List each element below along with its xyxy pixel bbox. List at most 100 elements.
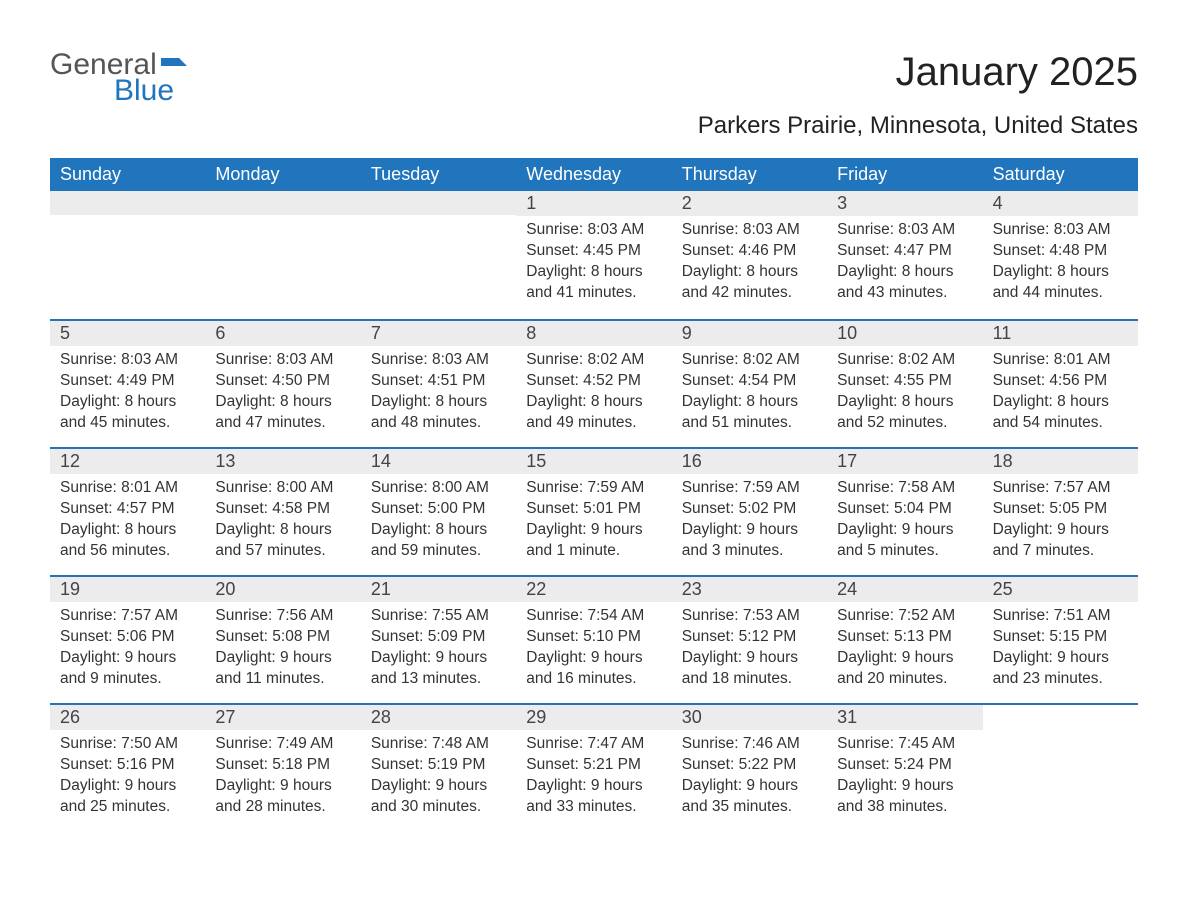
day-number: 7 [361,321,516,346]
dow-tuesday: Tuesday [361,158,516,191]
calendar-day [50,191,205,319]
day-details: Sunrise: 7:50 AMSunset: 5:16 PMDaylight:… [50,730,205,828]
day-number: 27 [205,705,360,730]
day-number [50,191,205,215]
daylight-text: Daylight: 8 hours and 51 minutes. [682,392,817,434]
day-number: 3 [827,191,982,216]
calendar-day: 9Sunrise: 8:02 AMSunset: 4:54 PMDaylight… [672,321,827,447]
day-number: 10 [827,321,982,346]
day-details: Sunrise: 7:46 AMSunset: 5:22 PMDaylight:… [672,730,827,828]
daylight-text: Daylight: 8 hours and 56 minutes. [60,520,195,562]
calendar-day: 24Sunrise: 7:52 AMSunset: 5:13 PMDayligh… [827,577,982,703]
day-details: Sunrise: 7:45 AMSunset: 5:24 PMDaylight:… [827,730,982,828]
sunset-text: Sunset: 4:49 PM [60,371,195,392]
sunrise-text: Sunrise: 7:54 AM [526,606,661,627]
day-number: 25 [983,577,1138,602]
day-number: 16 [672,449,827,474]
calendar-day: 1Sunrise: 8:03 AMSunset: 4:45 PMDaylight… [516,191,671,319]
sunset-text: Sunset: 5:21 PM [526,755,661,776]
sunset-text: Sunset: 4:46 PM [682,241,817,262]
sunset-text: Sunset: 5:00 PM [371,499,506,520]
daylight-text: Daylight: 9 hours and 9 minutes. [60,648,195,690]
sunset-text: Sunset: 5:16 PM [60,755,195,776]
day-details: Sunrise: 8:03 AMSunset: 4:45 PMDaylight:… [516,216,671,314]
calendar: Sunday Monday Tuesday Wednesday Thursday… [50,158,1138,831]
sunset-text: Sunset: 4:57 PM [60,499,195,520]
daylight-text: Daylight: 9 hours and 5 minutes. [837,520,972,562]
day-number: 24 [827,577,982,602]
daylight-text: Daylight: 9 hours and 18 minutes. [682,648,817,690]
daylight-text: Daylight: 8 hours and 57 minutes. [215,520,350,562]
sunrise-text: Sunrise: 8:03 AM [526,220,661,241]
sunrise-text: Sunrise: 7:58 AM [837,478,972,499]
day-details: Sunrise: 8:00 AMSunset: 4:58 PMDaylight:… [205,474,360,572]
sunrise-text: Sunrise: 8:00 AM [215,478,350,499]
day-number: 12 [50,449,205,474]
sunset-text: Sunset: 5:06 PM [60,627,195,648]
sunset-text: Sunset: 4:52 PM [526,371,661,392]
sunrise-text: Sunrise: 7:57 AM [993,478,1128,499]
calendar-day: 12 Sunrise: 8:01 AMSunset: 4:57 PMDayligh… [50,449,205,575]
sunset-text: Sunset: 5:13 PM [837,627,972,648]
sunrise-text: Sunrise: 7:49 AM [215,734,350,755]
calendar-day: 28Sunrise: 7:48 AMSunset: 5:19 PMDayligh… [361,705,516,831]
sunrise-text: Sunrise: 7:53 AM [682,606,817,627]
calendar-day: 5Sunrise: 8:03 AMSunset: 4:49 PMDaylight… [50,321,205,447]
day-number: 5 [50,321,205,346]
daylight-text: Daylight: 9 hours and 23 minutes. [993,648,1128,690]
day-number: 21 [361,577,516,602]
day-details: Sunrise: 7:57 AMSunset: 5:05 PMDaylight:… [983,474,1138,572]
sunrise-text: Sunrise: 8:01 AM [993,350,1128,371]
sunset-text: Sunset: 4:58 PM [215,499,350,520]
day-details: Sunrise: 8:02 AMSunset: 4:54 PMDaylight:… [672,346,827,444]
day-details: Sunrise: 7:49 AMSunset: 5:18 PMDaylight:… [205,730,360,828]
sunset-text: Sunset: 5:08 PM [215,627,350,648]
logo: General Blue [50,50,189,106]
sunrise-text: Sunrise: 7:47 AM [526,734,661,755]
sunrise-text: Sunrise: 7:55 AM [371,606,506,627]
dow-monday: Monday [205,158,360,191]
calendar-week: 1Sunrise: 8:03 AMSunset: 4:45 PMDaylight… [50,191,1138,319]
calendar-day [205,191,360,319]
calendar-day: 30Sunrise: 7:46 AMSunset: 5:22 PMDayligh… [672,705,827,831]
day-number [361,191,516,215]
calendar-day: 21Sunrise: 7:55 AMSunset: 5:09 PMDayligh… [361,577,516,703]
daylight-text: Daylight: 8 hours and 45 minutes. [60,392,195,434]
sunrise-text: Sunrise: 8:01 AM [60,478,195,499]
sunrise-text: Sunrise: 8:00 AM [371,478,506,499]
day-number: 8 [516,321,671,346]
calendar-day: 26Sunrise: 7:50 AMSunset: 5:16 PMDayligh… [50,705,205,831]
sunrise-text: Sunrise: 7:56 AM [215,606,350,627]
calendar-day [361,191,516,319]
daylight-text: Daylight: 9 hours and 11 minutes. [215,648,350,690]
sunset-text: Sunset: 4:47 PM [837,241,972,262]
sunset-text: Sunset: 5:04 PM [837,499,972,520]
day-details: Sunrise: 7:48 AMSunset: 5:19 PMDaylight:… [361,730,516,828]
day-number: 20 [205,577,360,602]
sunrise-text: Sunrise: 8:03 AM [837,220,972,241]
sunset-text: Sunset: 5:01 PM [526,499,661,520]
sunrise-text: Sunrise: 7:57 AM [60,606,195,627]
daylight-text: Daylight: 8 hours and 47 minutes. [215,392,350,434]
day-details: Sunrise: 7:55 AMSunset: 5:09 PMDaylight:… [361,602,516,700]
daylight-text: Daylight: 8 hours and 42 minutes. [682,262,817,304]
daylight-text: Daylight: 9 hours and 3 minutes. [682,520,817,562]
day-number: 1 [516,191,671,216]
sunset-text: Sunset: 4:50 PM [215,371,350,392]
daylight-text: Daylight: 9 hours and 35 minutes. [682,776,817,818]
sunrise-text: Sunrise: 8:03 AM [682,220,817,241]
day-details: Sunrise: 8:03 AMSunset: 4:51 PMDaylight:… [361,346,516,444]
day-details: Sunrise: 7:47 AMSunset: 5:21 PMDaylight:… [516,730,671,828]
day-number: 2 [672,191,827,216]
day-details: Sunrise: 7:53 AMSunset: 5:12 PMDaylight:… [672,602,827,700]
daylight-text: Daylight: 9 hours and 7 minutes. [993,520,1128,562]
sunrise-text: Sunrise: 7:48 AM [371,734,506,755]
day-number: 14 [361,449,516,474]
daylight-text: Daylight: 9 hours and 20 minutes. [837,648,972,690]
day-details: Sunrise: 7:54 AMSunset: 5:10 PMDaylight:… [516,602,671,700]
daylight-text: Daylight: 8 hours and 44 minutes. [993,262,1128,304]
day-details: Sunrise: 7:57 AMSunset: 5:06 PMDaylight:… [50,602,205,700]
calendar-day: 19Sunrise: 7:57 AMSunset: 5:06 PMDayligh… [50,577,205,703]
calendar-day: 11Sunrise: 8:01 AMSunset: 4:56 PMDayligh… [983,321,1138,447]
sunset-text: Sunset: 5:24 PM [837,755,972,776]
